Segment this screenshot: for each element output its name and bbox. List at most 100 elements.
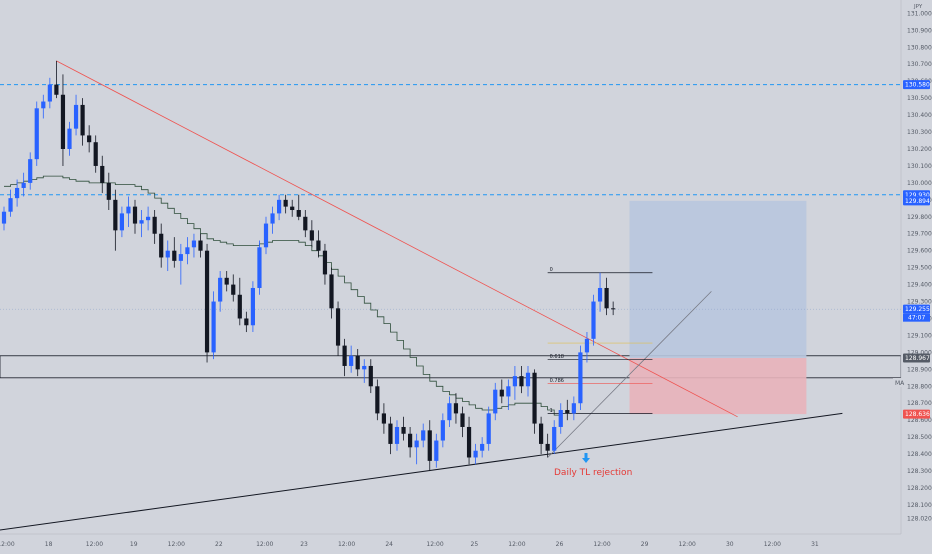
price-badge-4 bbox=[903, 353, 930, 363]
time-tick-14: 12:00 bbox=[593, 541, 610, 548]
price-tick-16: 129.500 bbox=[907, 265, 932, 272]
trendline-1[interactable] bbox=[0, 412, 843, 531]
candle-body-88 bbox=[578, 352, 583, 404]
time-tick-15: 29 bbox=[641, 541, 649, 548]
price-tick-30: 130.900 bbox=[907, 27, 932, 34]
candle-body-83 bbox=[545, 443, 550, 451]
time-tick-9: 24 bbox=[385, 541, 393, 548]
candle-body-30 bbox=[198, 240, 203, 251]
price-badge-3 bbox=[903, 304, 930, 314]
moving-average-layer bbox=[4, 175, 562, 417]
candle-body-60 bbox=[394, 426, 400, 444]
candle-body-27 bbox=[178, 254, 183, 261]
trendline-0[interactable] bbox=[56, 60, 738, 418]
candle-body-48 bbox=[316, 240, 321, 251]
candle-body-90 bbox=[591, 301, 596, 339]
fib-retracement-layer[interactable]: 0 0.618 0.786 1 bbox=[547, 267, 653, 414]
time-tick-1: 18 bbox=[45, 541, 53, 548]
annotation-layer: Daily TL rejection bbox=[554, 453, 632, 478]
candle-body-42 bbox=[277, 199, 282, 214]
candle-body-55 bbox=[362, 365, 367, 370]
candle-body-45 bbox=[296, 210, 301, 217]
candle-body-54 bbox=[355, 355, 360, 370]
candle-body-44 bbox=[290, 206, 295, 211]
candle-body-66 bbox=[434, 440, 439, 461]
arrow-up-icon bbox=[582, 453, 590, 463]
time-tick-19: 31 bbox=[811, 541, 819, 548]
trendlines-layer[interactable] bbox=[0, 60, 843, 531]
time-tick-6: 12:00 bbox=[256, 541, 273, 548]
time-axis-labels: 12:00 18 12:00 19 12:00 22 12:00 23 12:00 24 12:00… bbox=[0, 541, 819, 548]
trendline-2[interactable] bbox=[547, 291, 712, 458]
candle-body-39 bbox=[257, 247, 262, 288]
fib-level-label-3: 1 bbox=[550, 408, 553, 414]
candle-body-28 bbox=[185, 247, 190, 255]
candle-body-77 bbox=[506, 386, 511, 397]
candle-body-7 bbox=[47, 84, 52, 102]
price-tick-9: 128.800 bbox=[907, 383, 932, 390]
candle-body-56 bbox=[368, 365, 373, 387]
price-tick-11: 129.000 bbox=[907, 349, 932, 356]
time-tick-13: 26 bbox=[556, 541, 564, 548]
candle-body-65 bbox=[427, 430, 432, 461]
candle-body-31 bbox=[204, 250, 210, 353]
price-tick-21: 130.000 bbox=[907, 180, 932, 187]
candle-body-26 bbox=[172, 250, 177, 261]
price-tick-6: 128.500 bbox=[907, 434, 932, 441]
price-tick-22: 130.100 bbox=[907, 163, 932, 170]
candle-body-35 bbox=[231, 284, 236, 295]
price-badge-0 bbox=[903, 80, 930, 90]
candle-body-71 bbox=[466, 426, 472, 458]
position-loss-zone[interactable] bbox=[629, 357, 807, 415]
price-tick-25: 130.400 bbox=[907, 112, 932, 119]
candle-body-82 bbox=[539, 423, 544, 444]
candle-body-63 bbox=[414, 440, 419, 448]
candle-body-47 bbox=[309, 230, 314, 241]
candle-body-8 bbox=[54, 84, 59, 95]
time-tick-4: 12:00 bbox=[168, 541, 185, 548]
time-tick-3: 19 bbox=[130, 541, 138, 548]
candle-body-19 bbox=[126, 206, 131, 214]
candle-body-61 bbox=[401, 426, 406, 434]
candle-body-46 bbox=[303, 216, 308, 231]
price-tick-28: 130.700 bbox=[907, 61, 932, 68]
candle-body-53 bbox=[349, 355, 354, 366]
candle-body-70 bbox=[460, 413, 465, 427]
price-badge-2 bbox=[903, 196, 930, 206]
candle-body-9 bbox=[60, 94, 66, 149]
candle-body-21 bbox=[139, 220, 144, 224]
candle-body-80 bbox=[525, 372, 531, 387]
candle-body-74 bbox=[486, 413, 491, 444]
price-tick-14: 129.300 bbox=[907, 299, 932, 306]
price-tick-15: 129.400 bbox=[907, 282, 932, 289]
position-tool-layer[interactable] bbox=[629, 200, 807, 415]
currency-label: JPY bbox=[913, 4, 923, 10]
fib-level-label-1: 0.618 bbox=[550, 354, 564, 360]
fib-level-label-0: 0 bbox=[550, 267, 553, 273]
time-tick-12: 12:00 bbox=[508, 541, 525, 548]
candle-body-73 bbox=[480, 443, 485, 451]
price-badge-label-1: 129.930 bbox=[905, 192, 930, 199]
candle-body-41 bbox=[270, 213, 275, 224]
candle-body-59 bbox=[388, 423, 393, 444]
candle-body-6 bbox=[41, 101, 46, 109]
countdown-label: 47:07 bbox=[908, 315, 925, 322]
moving-average-line bbox=[4, 175, 562, 417]
candle-body-43 bbox=[283, 199, 288, 207]
time-tick-11: 25 bbox=[471, 541, 479, 548]
candle-body-87 bbox=[571, 403, 576, 414]
daily-tl-rejection-label: Daily TL rejection bbox=[554, 468, 632, 478]
price-tick-31: 131.000 bbox=[907, 10, 932, 17]
candle-body-14 bbox=[93, 142, 98, 166]
candle-body-91 bbox=[597, 287, 603, 302]
time-tick-2: 12:00 bbox=[86, 541, 103, 548]
position-profit-zone[interactable] bbox=[629, 200, 807, 358]
candle-body-4 bbox=[28, 159, 33, 183]
candle-body-84 bbox=[552, 426, 557, 451]
horizontal-lines-layer bbox=[0, 84, 901, 310]
price-tick-26: 130.500 bbox=[907, 95, 932, 102]
candle-body-36 bbox=[237, 294, 242, 319]
